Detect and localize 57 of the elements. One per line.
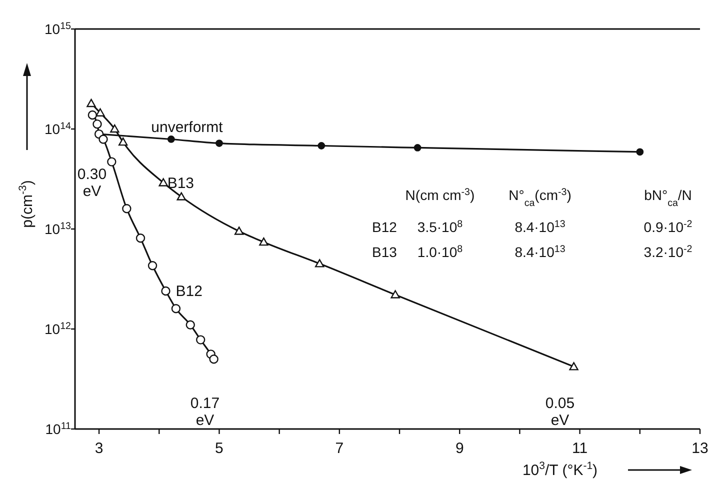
point xyxy=(92,119,102,129)
x-tick-label: 11 xyxy=(572,440,588,457)
point xyxy=(176,192,186,200)
point xyxy=(158,178,168,186)
y-tick-label: 10$^{11}$ xyxy=(45,420,71,437)
y-tick-label: 10$^{14}$ xyxy=(44,120,72,137)
point xyxy=(136,234,146,243)
annotation: bN°$_{ca}$/N xyxy=(644,187,692,208)
annotation: 0.05 eV xyxy=(545,395,575,429)
annotation: 3.5·10$^{8}$ xyxy=(417,218,464,235)
x-axis-title: 10$^{3}$/T (°K$^{-1}$) xyxy=(522,460,598,479)
annotation: B12 xyxy=(372,219,398,235)
point xyxy=(390,290,400,298)
x-tick-label: 13 xyxy=(692,440,708,457)
point xyxy=(107,157,116,166)
point xyxy=(167,136,175,143)
point xyxy=(98,134,108,144)
x-tick-label: 3 xyxy=(94,440,104,457)
point xyxy=(209,354,218,364)
point xyxy=(414,144,422,152)
x-tick-label: 7 xyxy=(335,440,344,457)
point xyxy=(88,110,98,120)
x-tick-label: 9 xyxy=(455,440,464,457)
point xyxy=(110,124,120,133)
point xyxy=(122,204,132,214)
point xyxy=(148,261,158,270)
point xyxy=(196,335,206,344)
annotation: 8.4·10$^{13}$ xyxy=(514,244,566,260)
point xyxy=(314,259,324,268)
point xyxy=(234,226,244,235)
annotation: 0.9·10$^{-2}$ xyxy=(644,218,692,235)
annotation: 1.0·10$^{8}$ xyxy=(417,244,464,260)
y-tick-label: 10$^{13}$ xyxy=(44,220,72,237)
point xyxy=(636,148,644,156)
y-tick-label: 10$^{15}$ xyxy=(44,20,72,37)
point xyxy=(161,286,170,296)
y-tick-label: 10$^{12}$ xyxy=(44,320,71,337)
annotation: B13 xyxy=(372,244,398,260)
point xyxy=(216,140,223,147)
annotation: 0.17 eV xyxy=(190,395,220,429)
point xyxy=(118,137,128,146)
series-label: unverformt xyxy=(151,119,224,136)
point xyxy=(569,362,578,370)
point xyxy=(186,320,195,330)
annotation: 3.2·10$^{-2}$ xyxy=(644,244,692,260)
point xyxy=(171,304,181,314)
point xyxy=(86,98,96,108)
annotation: N(cm cm$^{-3}$) xyxy=(405,186,475,203)
series-label: B12 xyxy=(176,282,202,300)
annotation: N°$_{ca}$(cm$^{-3}$) xyxy=(508,186,572,208)
annotation: 8.4·10$^{13}$ xyxy=(514,218,566,235)
point xyxy=(96,108,105,116)
point xyxy=(259,237,268,246)
series-label: B13 xyxy=(167,174,194,192)
annotation: 0.30 eV xyxy=(77,166,107,200)
point xyxy=(318,142,326,150)
x-tick-label: 5 xyxy=(215,440,224,457)
